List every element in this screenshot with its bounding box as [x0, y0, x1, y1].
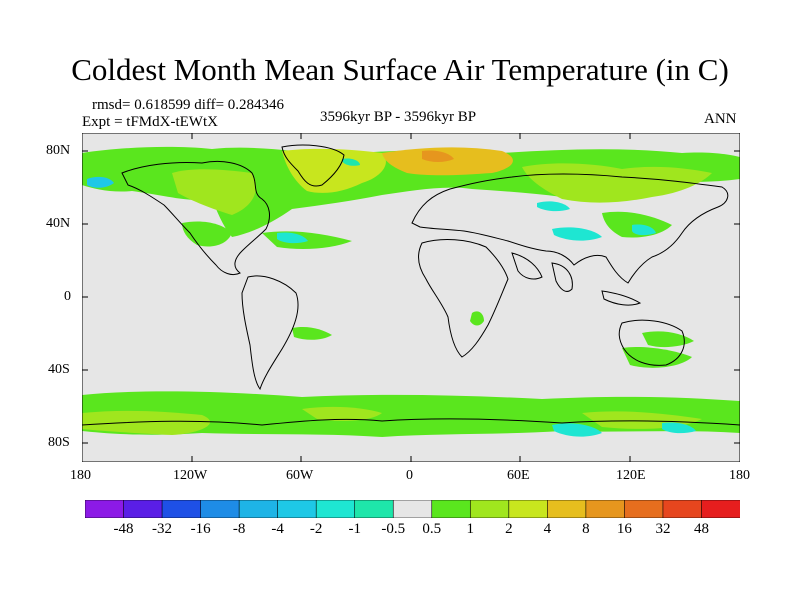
colorbar-swatch [662, 500, 703, 518]
colorbar-label: -1 [348, 521, 361, 537]
coastlines [82, 144, 740, 426]
lon-tick-label: 180 [729, 468, 750, 483]
lon-tick-label: 120E [616, 468, 646, 483]
axis-ticks [82, 133, 740, 462]
colorbar-label: 4 [543, 521, 552, 537]
temperature-map [82, 133, 740, 462]
colorbar-label: 0.5 [422, 521, 442, 537]
colorbar-label: -16 [190, 521, 211, 537]
colorbar-label: 8 [582, 521, 590, 537]
lon-tick-label: 180 [70, 468, 91, 483]
colorbar-swatch [238, 500, 279, 518]
lon-tick-label: 120W [173, 468, 208, 483]
colorbar-swatch [624, 500, 664, 518]
anomaly-field-negative [87, 158, 696, 437]
colorbar-swatch [701, 500, 740, 518]
colorbar-label: -0.5 [381, 521, 406, 537]
lon-tick-label: 60E [507, 468, 530, 483]
colorbar-swatch [277, 500, 317, 518]
lat-tick-label: 80N [46, 143, 71, 158]
season-label: ANN [704, 111, 737, 127]
colorbar-label: -32 [152, 521, 173, 537]
stats-label: rmsd= 0.618599 diff= 0.284346 [92, 97, 285, 113]
experiment-label: Expt = tFMdX-tEWtX [82, 114, 218, 130]
colorbar-label: -4 [271, 521, 284, 537]
colorbar-swatch [354, 500, 395, 518]
period-label: 3596kyr BP - 3596kyr BP [320, 109, 477, 125]
colorbar-label: 1 [466, 521, 475, 537]
colorbar-label: -8 [232, 521, 246, 537]
colorbar-swatch [469, 500, 510, 518]
colorbar-swatch [508, 500, 549, 518]
colorbar-swatch [161, 500, 202, 518]
colorbar-swatch [123, 500, 163, 518]
colorbar-label: 16 [616, 521, 632, 537]
colorbar-swatch [315, 500, 356, 518]
map-title: Coldest Month Mean Surface Air Temperatu… [71, 52, 729, 87]
colorbar-swatch [547, 500, 587, 518]
lat-tick-label: 0 [64, 289, 71, 304]
colorbar-swatch [431, 500, 472, 518]
colorbar-label: 48 [693, 521, 709, 537]
colorbar-swatch [200, 500, 240, 518]
lon-tick-label: 60W [286, 468, 314, 483]
colorbar-swatch [585, 500, 626, 518]
lat-tick-label: 80S [48, 435, 70, 450]
colorbar-swatch [85, 500, 125, 518]
lat-tick-label: 40N [46, 216, 71, 231]
colorbar [85, 500, 740, 518]
colorbar-label: 32 [655, 521, 671, 537]
colorbar-label: -48 [113, 521, 134, 537]
lon-tick-label: 0 [406, 468, 413, 483]
colorbar-label: -2 [309, 521, 323, 537]
colorbar-swatch [392, 500, 433, 518]
colorbar-label: 2 [505, 521, 513, 537]
lat-tick-label: 40S [48, 362, 70, 377]
